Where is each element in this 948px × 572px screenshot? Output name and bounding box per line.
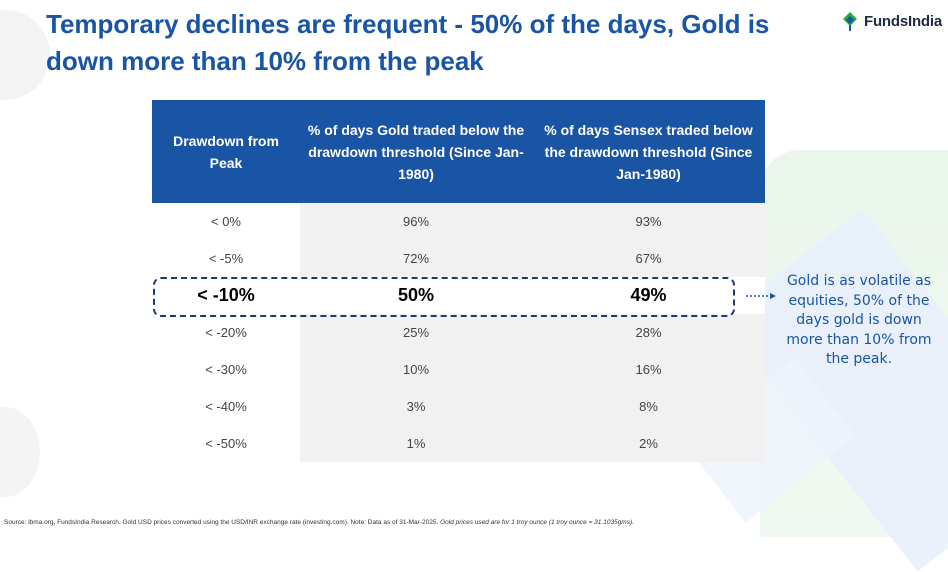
threshold-cell: < -30% [205, 362, 247, 377]
sensex-cell: 49% [630, 285, 667, 305]
column-header-gold: % of days Gold traded below the drawdown… [307, 121, 525, 182]
gold-cell: 96% [402, 214, 430, 229]
column-header-drawdown: Drawdown from Peak [173, 132, 279, 171]
table-body: < 0% 96% 93% < -5% 72% 67% < -10% 50% 49… [152, 203, 765, 462]
column-header-sensex: % of days Sensex traded below the drawdo… [544, 121, 753, 182]
dotted-arrow-icon [746, 293, 776, 299]
threshold-cell: < -40% [205, 399, 247, 414]
background-blob [0, 407, 40, 497]
threshold-cell: < -20% [205, 325, 247, 340]
highlight-dashed-box [153, 277, 735, 317]
table-row: < -50% 1% 2% [152, 425, 765, 462]
gold-cell: 50% [397, 285, 435, 305]
gold-cell: 3% [406, 399, 426, 414]
sensex-cell: 28% [635, 325, 662, 340]
column-shade [532, 203, 765, 462]
table-header: Drawdown from Peak % of days Gold traded… [152, 100, 765, 203]
threshold-cell: < -5% [208, 251, 244, 266]
page-title: Temporary declines are frequent - 50% of… [46, 9, 770, 76]
threshold-cell: < -50% [205, 436, 247, 451]
sensex-cell: 93% [635, 214, 662, 229]
gold-cell: 25% [402, 325, 430, 340]
drawdown-table: Drawdown from Peak % of days Gold traded… [152, 100, 765, 462]
table-row: < -20% 25% 28% [152, 314, 765, 351]
sensex-cell: 2% [639, 436, 658, 451]
background-blob [0, 10, 50, 100]
table-row: < -40% 3% 8% [152, 388, 765, 425]
table-row-highlighted: < -10% 50% 49% [152, 277, 765, 314]
sensex-cell: 16% [635, 362, 662, 377]
source-italic-note: Gold prices used are for 1 troy ounce (1… [440, 519, 634, 526]
fundsindia-logo-icon [843, 12, 857, 31]
gold-cell: 1% [406, 436, 426, 451]
highlight-background [152, 277, 765, 314]
brand-name: FundsIndia [864, 12, 942, 30]
brand-logo: FundsIndia [840, 10, 942, 32]
table-row: < 0% 96% 93% [152, 203, 765, 240]
column-shade [300, 203, 532, 462]
sensex-cell: 8% [639, 399, 658, 414]
threshold-cell: < 0% [211, 214, 241, 229]
source-text: Source: lbma.org, FundsIndia Research. G… [4, 519, 439, 526]
gold-cell: 10% [402, 362, 430, 377]
gold-cell: 72% [402, 251, 430, 266]
threshold-cell: < -10% [197, 285, 255, 305]
source-note: Source: lbma.org, FundsIndia Research. G… [4, 519, 944, 526]
table-row: < -30% 10% 16% [152, 351, 765, 388]
callout-text: Gold is as volatile as equities, 50% of … [786, 273, 932, 367]
table-row: < -5% 72% 67% [152, 240, 765, 277]
sensex-cell: 67% [635, 251, 662, 266]
